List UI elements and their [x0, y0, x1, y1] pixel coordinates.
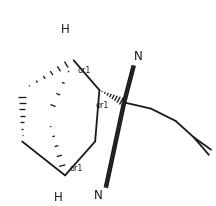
Text: H: H: [54, 191, 63, 204]
Text: N: N: [94, 188, 103, 201]
Text: or1: or1: [69, 163, 83, 172]
Text: N: N: [134, 49, 142, 62]
Text: or1: or1: [95, 101, 108, 109]
Text: or1: or1: [78, 66, 91, 75]
Text: H: H: [61, 23, 70, 36]
